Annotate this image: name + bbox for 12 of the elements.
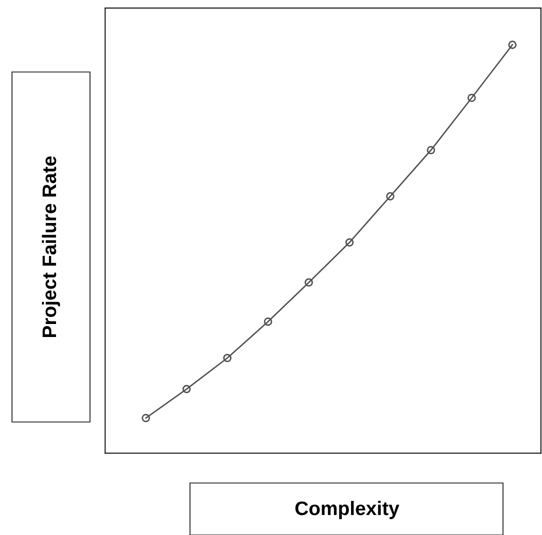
- point: [304, 278, 313, 287]
- point: [264, 317, 272, 326]
- y-axis-title: Project Failure Rate: [42, 156, 60, 338]
- point: [386, 192, 394, 200]
- point: [345, 238, 354, 247]
- point: [142, 414, 150, 422]
- point: [182, 384, 191, 394]
- point: [223, 354, 232, 362]
- x-axis-title: Complexity: [295, 500, 400, 520]
- point: [508, 40, 517, 49]
- point: [468, 94, 476, 102]
- point: [426, 146, 436, 154]
